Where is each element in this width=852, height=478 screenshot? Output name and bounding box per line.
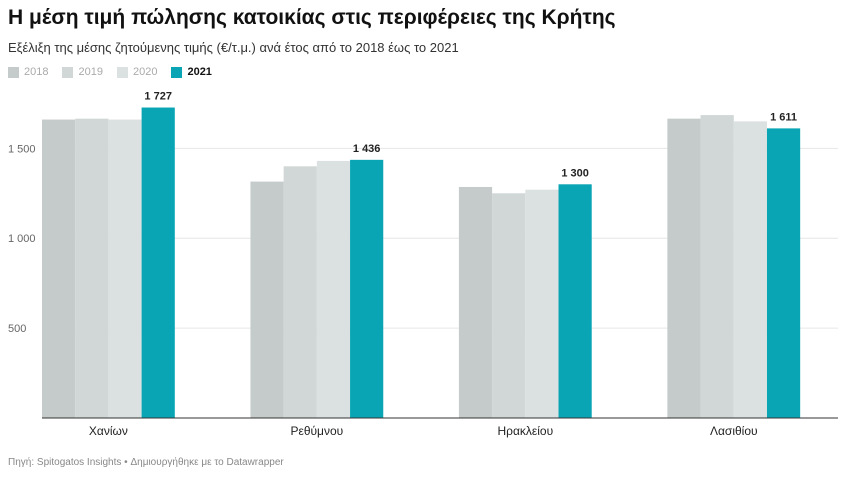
data-label: 1 300 [561, 167, 589, 179]
legend-item-2018: 2018 [8, 66, 48, 78]
chart-subtitle: Εξέλιξη της μέσης ζητούμενης τιμής (€/τ.… [8, 40, 459, 55]
category-label: Ηρακλείου [497, 424, 553, 438]
legend-item-2020: 2020 [116, 66, 158, 78]
legend-swatch-2019 [62, 66, 74, 78]
bar-2020 [108, 119, 142, 419]
source-footer: Πηγή: Spitogatos Insights • Δημιουργήθηκ… [8, 457, 284, 468]
legend-swatch-2018 [8, 66, 19, 78]
bar-2019 [75, 118, 109, 418]
legend-label-2021: 2021 [187, 66, 212, 78]
category-label: Λασιθίου [710, 424, 758, 438]
legend-item-2021: 2021 [171, 66, 212, 78]
legend: 2018 2019 2020 2021 [8, 66, 212, 78]
legend-label-2019: 2019 [78, 66, 103, 78]
data-label: 1 611 [770, 111, 797, 123]
legend-swatch-2021 [171, 66, 183, 78]
data-label: 1 727 [144, 91, 172, 103]
bar-2021 [350, 159, 384, 418]
bar-2018 [458, 186, 493, 418]
y-tick-label: 1 000 [8, 233, 36, 245]
bar-2021 [141, 107, 175, 419]
bar-2020 [316, 160, 351, 419]
data-label: 1 436 [353, 143, 381, 155]
bar-2021 [558, 184, 592, 418]
bar-2020 [525, 189, 559, 418]
y-tick-label: 500 [8, 323, 26, 335]
y-tick-label: 1 500 [8, 143, 36, 155]
chart-title: Η μέση τιμή πώλησης κατοικίας στις περιφ… [8, 6, 616, 29]
legend-swatch-2020 [116, 66, 128, 78]
legend-label-2020: 2020 [132, 66, 158, 78]
legend-label-2018: 2018 [24, 66, 49, 78]
legend-item-2019: 2019 [62, 66, 103, 78]
category-label: Χανίων [89, 424, 128, 438]
bar-2021 [766, 128, 801, 418]
bar-2018 [667, 118, 701, 418]
bar-2019 [283, 166, 317, 418]
bar-2019 [492, 193, 526, 418]
category-label: Ρεθύμνου [290, 424, 343, 438]
bar-2019 [700, 115, 734, 419]
bar-2018 [250, 181, 284, 418]
bar-2020 [733, 121, 767, 418]
bar-2018 [42, 119, 76, 419]
